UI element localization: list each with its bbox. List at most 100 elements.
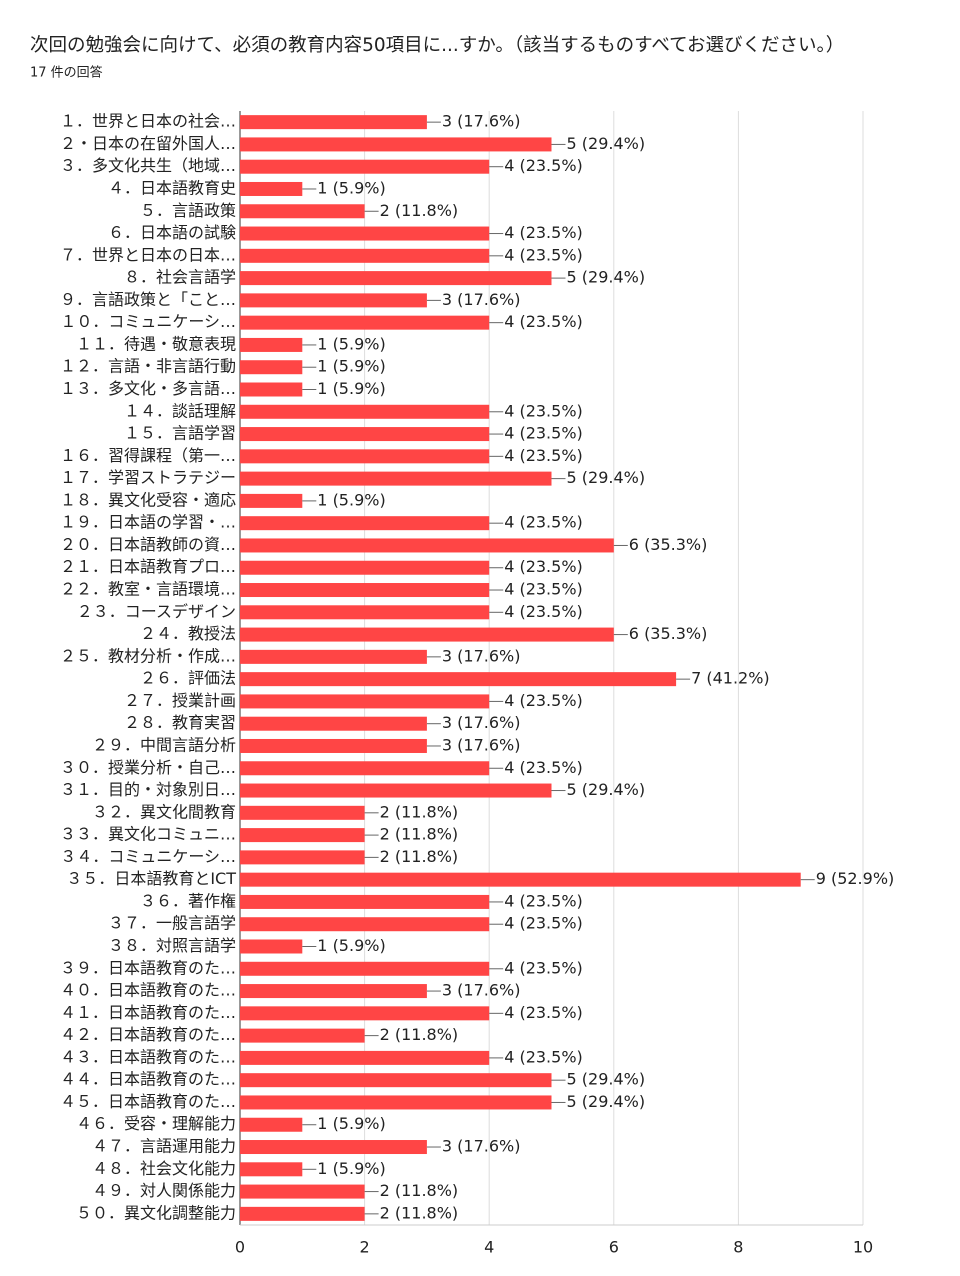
y-tick-label: ２８．教育実習 xyxy=(124,713,236,732)
bar xyxy=(240,315,490,330)
y-tick-label: ３８．対照言語学 xyxy=(108,936,236,955)
value-label: 2 (11.8%) xyxy=(380,847,459,866)
value-label: 4 (23.5%) xyxy=(504,580,583,599)
y-tick-label: ２１．日本語教育プロ… xyxy=(60,557,236,576)
y-tick-label: ３０．授業分析・自己… xyxy=(60,758,236,777)
bar xyxy=(240,1206,365,1221)
value-label: 1 (5.9%) xyxy=(317,490,385,509)
bar xyxy=(240,805,365,820)
value-label: 4 (23.5%) xyxy=(504,223,583,242)
x-tick-label: 0 xyxy=(235,1238,245,1257)
bar xyxy=(240,961,490,976)
bar xyxy=(240,248,490,263)
y-tick-label: ４０．日本語教育のた… xyxy=(60,981,236,1000)
bar xyxy=(240,939,303,954)
y-tick-label: １５．言語学習 xyxy=(124,424,236,443)
y-tick-label: ３２．異文化間教育 xyxy=(92,802,236,821)
y-tick-label: ４３．日本語教育のた… xyxy=(60,1047,236,1066)
value-label: 1 (5.9%) xyxy=(317,1114,385,1133)
x-tick-label: 2 xyxy=(360,1238,370,1257)
y-tick-label: ３３．異文化コミュニ… xyxy=(60,825,236,844)
bar xyxy=(240,493,303,508)
value-label: 4 (23.5%) xyxy=(504,401,583,420)
bar xyxy=(240,181,303,196)
value-label: 2 (11.8%) xyxy=(380,201,459,220)
bar xyxy=(240,583,490,598)
bar xyxy=(240,137,552,152)
bar xyxy=(240,984,427,999)
y-tick-label: １９．日本語の学習・… xyxy=(60,513,236,532)
y-tick-label: １８．異文化受容・適応 xyxy=(60,490,236,509)
value-label: 1 (5.9%) xyxy=(317,379,385,398)
bar xyxy=(240,649,427,664)
value-label: 1 (5.9%) xyxy=(317,1159,385,1178)
y-tick-label: ４２．日本語教育のた… xyxy=(60,1025,236,1044)
bar xyxy=(240,538,614,553)
value-label: 4 (23.5%) xyxy=(504,156,583,175)
y-tick-label: １１．待遇・敬意表現 xyxy=(76,334,236,353)
value-label: 3 (17.6%) xyxy=(442,981,521,1000)
y-tick-label: ３９．日本語教育のた… xyxy=(60,958,236,977)
bar xyxy=(240,337,303,352)
y-tick-label: １．世界と日本の社会… xyxy=(60,112,236,131)
value-label: 3 (17.6%) xyxy=(442,713,521,732)
bar xyxy=(240,360,303,375)
bar xyxy=(240,783,552,798)
y-tick-label: ３４．コミュニケーシ… xyxy=(60,847,236,866)
bar xyxy=(240,694,490,709)
bar xyxy=(240,449,490,464)
y-tick-label: ４５．日本語教育のた… xyxy=(60,1092,236,1111)
y-tick-label: ２４．教授法 xyxy=(140,624,236,643)
y-tick-label: １２．言語・非言語行動 xyxy=(60,357,236,376)
y-tick-label: ２２．教室・言語環境… xyxy=(60,580,236,599)
y-tick-label: ２５．教材分析・作成… xyxy=(60,646,236,665)
value-label: 3 (17.6%) xyxy=(442,646,521,665)
y-tick-label: ４．日本語教育史 xyxy=(108,178,236,197)
y-tick-label: ６．日本語の試験 xyxy=(108,223,236,242)
y-tick-label: ３．多文化共生（地域… xyxy=(60,156,236,175)
bar xyxy=(240,1006,490,1021)
value-label: 2 (11.8%) xyxy=(380,1025,459,1044)
value-label: 3 (17.6%) xyxy=(442,290,521,309)
value-label: 3 (17.6%) xyxy=(442,112,521,131)
y-tick-label: ３６．著作権 xyxy=(140,891,236,910)
bar xyxy=(240,894,490,909)
value-label: 2 (11.8%) xyxy=(380,825,459,844)
y-tick-label: ４６．受容・理解能力 xyxy=(76,1114,236,1133)
bar xyxy=(240,716,427,731)
y-tick-label: ４８．社会文化能力 xyxy=(92,1159,236,1178)
bar xyxy=(240,382,303,397)
y-tick-label: １４．談話理解 xyxy=(124,401,236,420)
value-label: 4 (23.5%) xyxy=(504,958,583,977)
bar xyxy=(240,917,490,932)
chart-title: 次回の勉強会に向けて、必須の教育内容50項目に...すか。（該当するものすべてお… xyxy=(30,35,844,56)
bar xyxy=(240,1140,427,1155)
y-tick-label: ５．言語政策 xyxy=(140,201,236,220)
y-tick-label: ４９．対人関係能力 xyxy=(92,1181,236,1200)
bar xyxy=(240,471,552,486)
bar xyxy=(240,404,490,419)
value-label: 4 (23.5%) xyxy=(504,1003,583,1022)
value-label: 7 (41.2%) xyxy=(691,669,770,688)
value-label: 6 (35.3%) xyxy=(629,624,708,643)
value-label: 4 (23.5%) xyxy=(504,1047,583,1066)
x-tick-label: 4 xyxy=(484,1238,494,1257)
y-tick-label: ２６．評価法 xyxy=(140,669,236,688)
value-label: 5 (29.4%) xyxy=(567,1070,646,1089)
y-tick-label: １７．学習ストラテジー xyxy=(60,468,236,487)
bar xyxy=(240,1117,303,1132)
y-tick-label: ２０．日本語教師の資… xyxy=(60,535,236,554)
value-label: 4 (23.5%) xyxy=(504,914,583,933)
bar xyxy=(240,1162,303,1177)
y-tick-label: ４１．日本語教育のた… xyxy=(60,1003,236,1022)
bar xyxy=(240,115,427,130)
value-label: 2 (11.8%) xyxy=(380,802,459,821)
value-label: 4 (23.5%) xyxy=(504,557,583,576)
value-label: 5 (29.4%) xyxy=(567,268,646,287)
y-tick-label: ７．世界と日本の日本… xyxy=(60,245,236,264)
chart-subtitle: 17 件の回答 xyxy=(30,65,103,81)
y-tick-label: ２３．コースデザイン xyxy=(77,602,236,621)
y-tick-label: ３１．目的・対象別日… xyxy=(60,780,236,799)
bar xyxy=(240,560,490,575)
